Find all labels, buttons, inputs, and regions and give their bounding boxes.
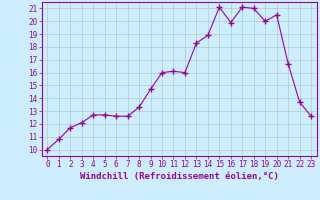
X-axis label: Windchill (Refroidissement éolien,°C): Windchill (Refroidissement éolien,°C) — [80, 172, 279, 181]
